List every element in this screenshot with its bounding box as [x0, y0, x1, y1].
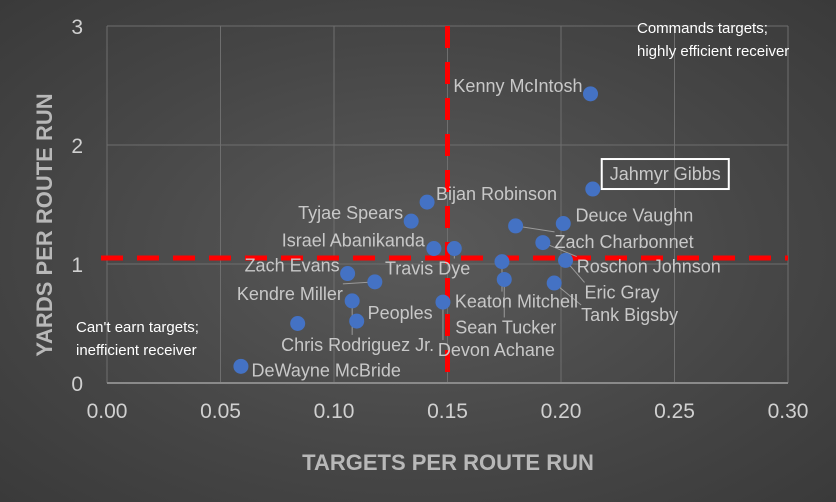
point-label: Jahmyr Gibbs	[610, 164, 721, 184]
point-label: Kenny McIntosh	[453, 76, 582, 96]
data-point	[349, 313, 365, 329]
data-point	[558, 252, 574, 268]
point-label: Travis Dye	[385, 259, 470, 279]
point-label: Sean Tucker	[455, 317, 556, 337]
y-tick-label: 0	[71, 373, 83, 396]
point-label: Zach Charbonnet	[555, 232, 694, 252]
data-point	[496, 271, 512, 287]
point-label: Chris Rodriguez Jr.	[281, 335, 434, 355]
point-label: Devon Achane	[438, 340, 555, 360]
point-label: Deuce Vaughn	[576, 206, 694, 226]
y-tick-label: 3	[71, 16, 83, 39]
x-tick-label: 0.15	[427, 400, 468, 423]
data-point	[585, 181, 601, 197]
point-label: DeWayne McBride	[252, 360, 401, 380]
x-tick-label: 0.30	[768, 400, 809, 423]
data-point	[426, 241, 442, 257]
data-point	[403, 213, 419, 229]
x-tick-label: 0.05	[200, 400, 241, 423]
point-label: Bijan Robinson	[436, 184, 557, 204]
data-point	[583, 86, 599, 102]
data-point	[546, 275, 562, 291]
data-point	[419, 194, 435, 210]
y-tick-label: 1	[71, 254, 83, 277]
data-point	[367, 274, 383, 290]
point-label: Tyjae Spears	[298, 203, 403, 223]
x-tick-label: 0.20	[541, 400, 582, 423]
data-point	[494, 254, 510, 270]
point-label: Zach Evans	[245, 256, 340, 276]
data-point	[290, 316, 306, 331]
highlight-box	[600, 158, 730, 191]
data-point	[446, 241, 462, 257]
point-label: Peoples	[368, 303, 433, 323]
point-label: Israel Abanikanda	[282, 231, 426, 251]
x-tick-label: 0.25	[654, 400, 695, 423]
point-label: Keaton Mitchell	[455, 292, 578, 312]
point-label: Kendre Miller	[237, 284, 343, 304]
data-point	[508, 218, 524, 234]
point-label: Eric Gray	[585, 282, 660, 302]
data-point	[555, 216, 571, 232]
point-label: Roschon Johnson	[577, 257, 721, 277]
annotation-top-right: highly efficient receiver	[637, 43, 789, 60]
y-axis-title: YARDS PER ROUTE RUN	[32, 93, 57, 356]
x-tick-label: 0.10	[314, 400, 355, 423]
data-point	[233, 358, 249, 374]
data-point	[535, 235, 551, 251]
annotation-top-right: Commands targets;	[637, 20, 768, 37]
point-label: Tank Bigsby	[581, 305, 678, 325]
y-tick-label: 2	[71, 135, 83, 158]
annotation-bottom-left: Can't earn targets;	[76, 319, 199, 336]
x-tick-label: 0.00	[87, 400, 128, 423]
data-point	[340, 266, 356, 282]
data-point	[344, 293, 360, 309]
data-point	[435, 294, 451, 310]
annotation-bottom-left: inefficient receiver	[76, 342, 197, 359]
x-axis-title: TARGETS PER ROUTE RUN	[302, 450, 594, 475]
